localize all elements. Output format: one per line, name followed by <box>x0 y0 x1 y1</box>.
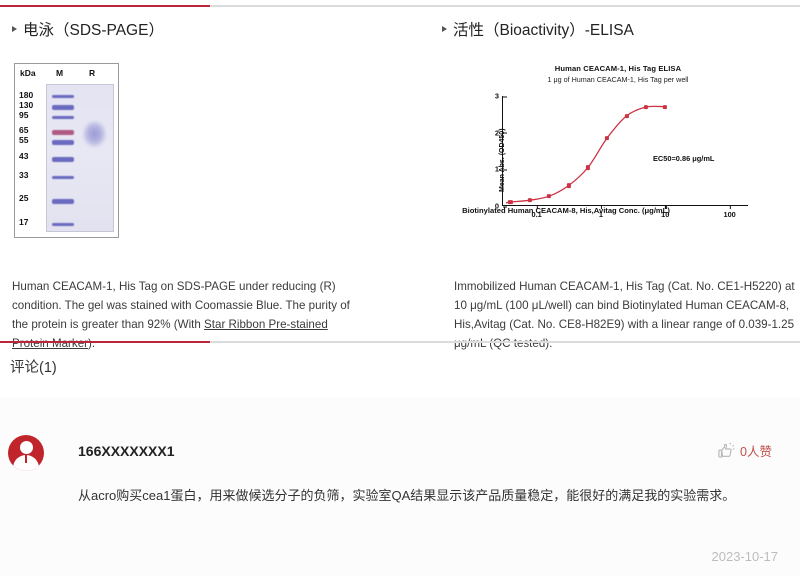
gel-body: 180 130 95 65 55 43 33 25 17 <box>15 81 118 237</box>
chart-data-point <box>508 199 513 205</box>
gel-band <box>52 105 74 110</box>
chart-data-point <box>624 113 629 118</box>
gel-band <box>52 140 74 145</box>
specs-section: 电泳（SDS-PAGE） kDa M R 180 130 95 65 55 43 <box>0 18 800 350</box>
ladder-label: 95 <box>19 110 29 120</box>
ladder-label: 55 <box>19 135 29 145</box>
ladder-label: 130 <box>19 100 34 110</box>
gel-band <box>52 176 74 180</box>
chart-x-tick: 1 <box>599 205 603 219</box>
top-divider <box>0 5 800 7</box>
chart-data-point <box>605 135 610 140</box>
gel-sample-band <box>83 121 106 147</box>
comment-item: 166XXXXXXX1 0人赞 从acro购买cea1蛋白，用来做候选分子的负筛… <box>0 398 800 576</box>
chart-x-tick: 10 <box>661 205 669 219</box>
sdspage-title: 电泳（SDS-PAGE） <box>23 22 164 39</box>
bioactivity-title: 活性（Bioactivity）-ELISA <box>453 22 634 39</box>
ladder-label: 25 <box>19 193 29 203</box>
ladder-label: 180 <box>19 90 34 100</box>
avatar-tie <box>25 454 27 463</box>
bioactivity-column: 活性（Bioactivity）-ELISA Human CEACAM-1, Hi… <box>432 18 800 350</box>
sdspage-caption-text: Human CEACAM-1, His Tag on SDS-PAGE unde… <box>12 280 350 331</box>
thumbs-up-icon <box>718 442 735 458</box>
chart-y-tick: 0 <box>495 202 508 211</box>
gel-lane-m-label: M <box>56 68 64 78</box>
gel-band <box>52 116 74 120</box>
chart-y-tick: 1 <box>495 165 508 174</box>
elisa-chart: Human CEACAM-1, His Tag ELISA 1 μg of Hu… <box>442 60 794 242</box>
avatar <box>8 435 44 471</box>
comment-text: 从acro购买cea1蛋白，用来做候选分子的负筛，实验室QA结果显示该产品质量稳… <box>78 488 736 503</box>
gel-image <box>46 84 114 232</box>
chart-x-tick: 100 <box>723 205 736 219</box>
triangle-right-icon <box>12 26 17 32</box>
ladder-label: 43 <box>19 151 29 161</box>
comments-divider <box>0 341 800 343</box>
bioactivity-section-header: 活性（Bioactivity）-ELISA <box>442 18 800 40</box>
gel-band <box>52 223 74 227</box>
avatar-head <box>19 441 33 454</box>
chart-data-point <box>566 183 571 188</box>
comment-date: 2023-10-17 <box>711 549 779 564</box>
sdspage-caption: Human CEACAM-1, His Tag on SDS-PAGE unde… <box>12 277 364 353</box>
chart-data-point <box>527 198 532 203</box>
chart-data-point <box>546 194 552 199</box>
ladder-label: 65 <box>19 125 29 135</box>
ladder-label: 17 <box>19 217 29 227</box>
protein-marker-link[interactable]: Star Ribbon Pre-stained Protein Marker <box>12 318 328 350</box>
chart-data-point <box>643 105 649 110</box>
chart-curve <box>505 105 666 204</box>
avatar-body <box>13 455 39 471</box>
gel-ladder-labels: 180 130 95 65 55 43 33 25 17 <box>19 81 43 237</box>
gel-band <box>52 95 74 99</box>
chart-annotation-ec50: EC50=0.86 μg/mL <box>653 154 715 163</box>
chart-y-tick: 2 <box>495 128 508 137</box>
chart-y-tick: 3 <box>495 92 508 101</box>
like-count-label: 0人赞 <box>740 445 772 459</box>
chart-plot-area: Mean Abs. (OD450) EC50=0.86 μg/mL 0 1 2 3 0.… <box>495 92 748 219</box>
gel-kda-label: kDa <box>20 68 36 78</box>
bioactivity-caption: Immobilized Human CEACAM-1, His Tag (Cat… <box>454 280 795 350</box>
gel-band <box>52 130 74 135</box>
comments-header: 评论(1) <box>10 360 57 376</box>
divider-accent-segment <box>0 341 210 343</box>
triangle-right-icon <box>442 26 447 32</box>
sdspage-column: 电泳（SDS-PAGE） kDa M R 180 130 95 65 55 43 <box>0 18 400 350</box>
sdspage-caption-tail: ). <box>88 337 96 350</box>
gel-lane-headers: kDa M R <box>15 64 118 81</box>
gel-band <box>52 199 74 204</box>
chart-x-axis-label: Biotinylated Human CEACAM-8, His,Avitag … <box>462 206 670 215</box>
comment-username: 166XXXXXXX1 <box>78 443 175 459</box>
like-button[interactable]: 0人赞 <box>717 441 772 460</box>
gel-band <box>52 157 74 162</box>
sdspage-section-header: 电泳（SDS-PAGE） <box>12 18 400 40</box>
chart-title: Human CEACAM-1, His Tag ELISA <box>554 64 682 73</box>
gel-lane-r-label: R <box>89 68 96 78</box>
chart-subtitle: 1 μg of Human CEACAM-1, His Tag per well <box>547 75 689 84</box>
sdspage-gel-figure: kDa M R 180 130 95 65 55 43 33 25 17 <box>14 63 119 238</box>
chart-x-tick: 0.1 <box>531 205 542 219</box>
divider-accent-segment <box>0 5 210 7</box>
chart-data-point <box>663 104 668 109</box>
ladder-label: 33 <box>19 170 29 180</box>
chart-data-point <box>585 165 590 170</box>
